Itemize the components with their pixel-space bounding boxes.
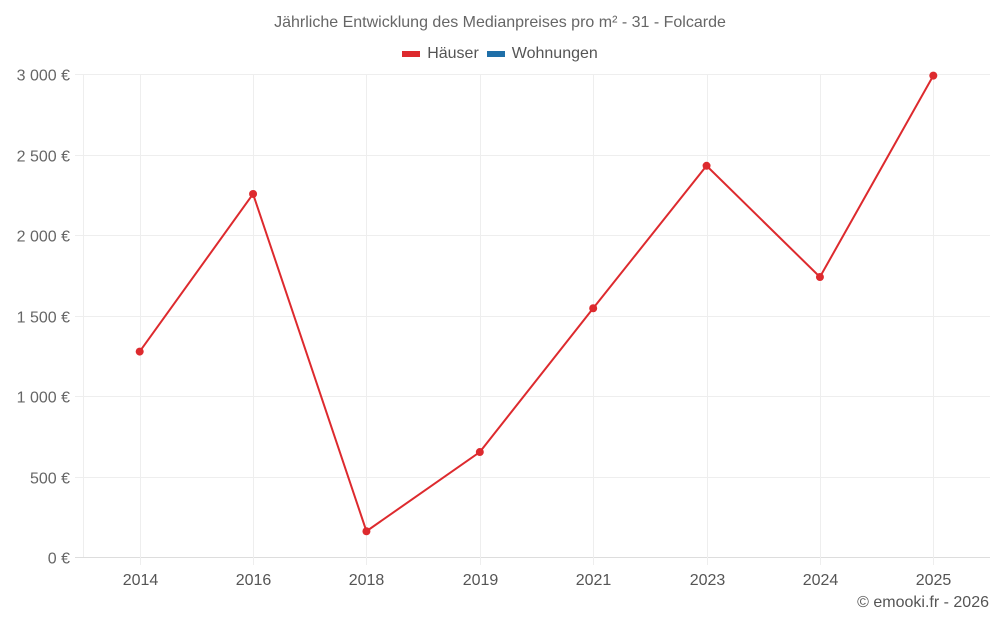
data-point[interactable]: [702, 161, 711, 170]
y-tick-label: 1 500 €: [17, 310, 70, 327]
series-line: [138, 75, 935, 533]
x-tick-label: 2016: [236, 572, 272, 589]
y-axis: 0 € 500 € 1 000 € 1 500 € 2 000 € 2 500 € 3 00…: [17, 68, 70, 568]
y-tick-label: 500 €: [30, 471, 70, 488]
legend-label-houses: Häuser: [427, 45, 479, 62]
x-axis: 2014 2016 2018 2019 2021 2023 2024 2025: [123, 572, 952, 589]
x-tick-label: 2019: [463, 572, 499, 589]
x-tick-label: 2018: [349, 572, 385, 589]
legend-label-apartments: Wohnungen: [511, 45, 598, 62]
legend-item-houses[interactable]: Häuser: [402, 45, 479, 63]
data-point[interactable]: [249, 189, 258, 198]
chart-legend: Häuser Wohnungen: [0, 45, 1000, 63]
x-tick-label: 2023: [690, 572, 726, 589]
legend-swatch-apartments: [486, 51, 505, 57]
gridlines: [75, 74, 990, 565]
y-tick-label: 0 €: [48, 551, 70, 568]
data-point[interactable]: [135, 347, 144, 356]
chart-title: Jährliche Entwicklung des Medianpreises …: [274, 14, 726, 31]
data-point[interactable]: [815, 273, 824, 282]
legend-item-apartments[interactable]: Wohnungen: [486, 45, 598, 63]
x-tick-label: 2024: [803, 572, 839, 589]
y-tick-label: 3 000 €: [17, 68, 70, 85]
x-tick-label: 2014: [123, 572, 159, 589]
data-point[interactable]: [475, 448, 484, 457]
legend-swatch-houses: [402, 51, 421, 57]
data-point[interactable]: [929, 71, 938, 80]
x-tick-label: 2021: [576, 572, 612, 589]
series-houses: [135, 71, 938, 536]
data-point[interactable]: [589, 304, 598, 313]
data-point[interactable]: [362, 527, 371, 536]
y-tick-label: 1 000 €: [17, 390, 70, 407]
credit-text: © emooki.fr - 2026: [857, 594, 989, 611]
y-tick-label: 2 500 €: [17, 149, 70, 166]
y-tick-label: 2 000 €: [17, 229, 70, 246]
x-tick-label: 2025: [916, 572, 952, 589]
